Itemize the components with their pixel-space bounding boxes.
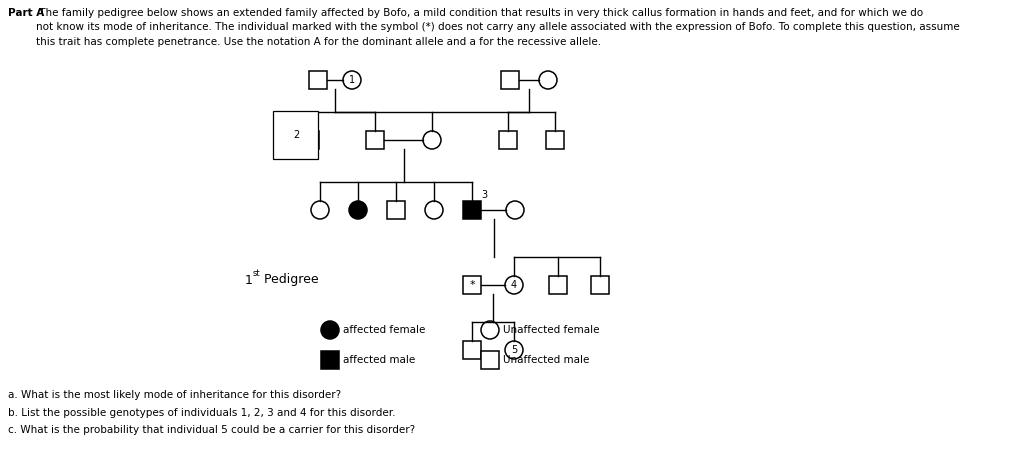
Text: *: * bbox=[469, 280, 475, 290]
Circle shape bbox=[311, 201, 329, 219]
Bar bbox=[463, 341, 481, 359]
Text: st: st bbox=[253, 269, 261, 278]
Text: 5: 5 bbox=[511, 345, 517, 355]
Circle shape bbox=[343, 71, 361, 89]
Circle shape bbox=[539, 71, 557, 89]
Bar bbox=[481, 351, 499, 369]
Bar bbox=[309, 71, 327, 89]
Bar bbox=[499, 131, 517, 149]
Circle shape bbox=[423, 131, 441, 149]
Circle shape bbox=[321, 321, 339, 339]
Text: 4: 4 bbox=[511, 280, 517, 290]
Bar bbox=[546, 131, 564, 149]
Circle shape bbox=[506, 201, 524, 219]
Bar bbox=[501, 71, 519, 89]
Bar bbox=[321, 351, 339, 369]
Bar bbox=[549, 276, 567, 294]
Bar bbox=[387, 201, 406, 219]
Circle shape bbox=[505, 276, 523, 294]
Circle shape bbox=[481, 321, 499, 339]
Text: affected male: affected male bbox=[343, 355, 416, 365]
Text: affected female: affected female bbox=[343, 325, 425, 335]
Text: Unaffected male: Unaffected male bbox=[503, 355, 590, 365]
Circle shape bbox=[505, 341, 523, 359]
Text: Unaffected female: Unaffected female bbox=[503, 325, 599, 335]
Circle shape bbox=[349, 201, 367, 219]
Text: c. What is the probability that individual 5 could be a carrier for this disorde: c. What is the probability that individu… bbox=[8, 425, 415, 435]
Text: Part A: Part A bbox=[8, 8, 44, 18]
Text: b. List the possible genotypes of individuals 1, 2, 3 and 4 for this disorder.: b. List the possible genotypes of indivi… bbox=[8, 408, 395, 418]
Text: The family pedigree below shows an extended family affected by Bofo, a mild cond: The family pedigree below shows an exten… bbox=[36, 8, 959, 47]
Text: 1: 1 bbox=[349, 75, 355, 85]
Bar bbox=[301, 131, 319, 149]
Bar bbox=[591, 276, 609, 294]
Text: a. What is the most likely mode of inheritance for this disorder?: a. What is the most likely mode of inher… bbox=[8, 390, 341, 400]
Text: Pedigree: Pedigree bbox=[260, 274, 318, 286]
Bar bbox=[463, 201, 481, 219]
Text: 1: 1 bbox=[245, 274, 253, 286]
Circle shape bbox=[425, 201, 443, 219]
Bar bbox=[366, 131, 384, 149]
Text: 2: 2 bbox=[293, 130, 299, 140]
Bar bbox=[463, 276, 481, 294]
Text: 3: 3 bbox=[481, 190, 487, 200]
